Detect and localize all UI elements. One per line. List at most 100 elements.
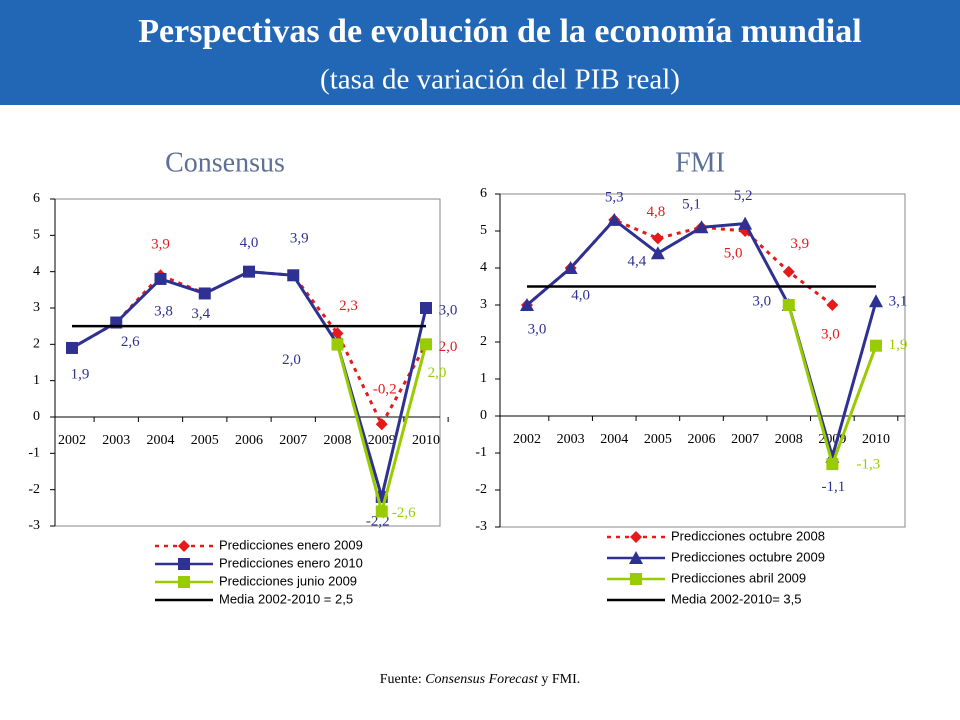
point [331,338,344,351]
legend-label: Predicciones enero 2009 [219,537,363,552]
point [154,272,167,285]
y-tick-label: -3 [475,519,487,534]
value-label: 5,2 [734,188,753,204]
point [869,294,883,308]
y-tick-label: -2 [28,482,40,497]
point [607,212,622,226]
value-label: 5,1 [682,197,701,213]
x-tick-label: 2002 [58,433,86,448]
value-label: -1,1 [822,479,846,495]
x-tick-label: 2003 [557,432,585,447]
y-tick-label: 0 [33,409,40,424]
subtitle: (tasa de variación del PIB real) [320,64,680,96]
legend-marker [178,540,190,552]
value-label: 3,9 [151,237,170,253]
y-tick-label: 1 [480,371,487,386]
value-label: 3,0 [528,321,547,337]
x-tick-label: 2002 [513,432,541,447]
source-italic: Consensus Forecast [425,672,539,687]
value-label: 3,4 [191,306,210,322]
source-prefix: Fuente: [380,672,422,687]
y-tick-label: 6 [33,191,40,206]
legend-marker [178,576,190,588]
value-label: 3,1 [889,294,908,310]
x-tick-label: 2004 [147,433,175,448]
x-tick-label: 2008 [775,432,803,447]
y-tick-label: 4 [33,264,40,279]
value-label: 4,0 [240,235,259,251]
source: Fuente: Consensus Forecast y FMI. [380,672,581,687]
x-tick-label: 2006 [235,433,263,448]
x-tick-label: 2005 [191,433,219,448]
y-tick-label: 2 [33,337,40,352]
value-label: -2,6 [392,505,416,521]
value-label: 3,9 [790,236,809,252]
value-label: 5,3 [605,189,624,205]
point [198,287,211,300]
point [375,418,388,431]
value-label: 2,6 [121,334,140,350]
x-tick-label: 2007 [731,432,759,447]
legend-marker [178,558,190,570]
legend-marker [630,573,642,585]
value-label: -1,3 [857,457,881,473]
legend-label: Predicciones octubre 2009 [671,549,825,564]
y-tick-label: -1 [28,446,40,461]
x-tick-label: 2008 [324,433,352,448]
value-label: 2,0 [439,339,458,355]
y-tick-label: 5 [33,228,40,243]
y-tick-label: 3 [33,300,40,315]
point [782,265,795,278]
point [520,298,534,311]
x-tick-label: 2009 [368,433,396,448]
value-label: 4,0 [571,287,590,303]
legend-marker [629,551,643,564]
value-label: 3,8 [154,303,173,319]
value-label: 3,0 [821,326,840,342]
title: Perspectivas de evolución de la economía… [138,13,861,50]
value-label: 3,0 [439,302,458,318]
x-tick-label: 2005 [644,432,672,447]
point [826,458,839,471]
point [287,269,300,282]
y-tick-label: 1 [33,373,40,388]
x-tick-label: 2010 [412,433,440,448]
source-suffix: y FMI. [541,672,580,687]
point [738,216,753,230]
y-tick-label: 3 [480,297,487,312]
legend-label: Predicciones abril 2009 [671,570,806,585]
y-tick-label: 5 [480,223,487,238]
point [420,338,432,351]
x-tick-label: 2007 [279,433,307,448]
legend-label: Predicciones enero 2010 [219,555,363,570]
y-tick-label: 0 [480,408,487,423]
value-label: 5,0 [724,245,743,261]
series-line [526,218,834,307]
value-label: 2,3 [339,298,358,314]
value-label: 3,0 [752,293,771,309]
legend-label: Media 2002-2010= 3,5 [671,591,801,606]
point [563,261,578,274]
value-label: 4,8 [647,204,666,220]
x-tick-label: 2003 [102,433,130,448]
chart-title: Consensus [165,147,285,178]
point [331,327,344,340]
y-tick-label: 4 [480,260,487,275]
point [243,265,255,278]
point [651,232,664,245]
legend-label: Media 2002-2010 = 2,5 [219,591,353,606]
y-tick-label: 6 [480,186,487,201]
point [650,246,665,260]
legend-label: Predicciones junio 2009 [219,573,357,588]
value-label: 1,9 [889,337,908,353]
point [66,341,78,354]
point [782,299,795,311]
point [694,220,709,234]
x-tick-label: 2006 [688,432,716,447]
value-label: 2,0 [282,352,301,368]
point [375,505,388,518]
y-tick-label: -2 [475,482,487,497]
x-tick-label: 2010 [862,432,890,447]
value-label: 2,0 [428,365,447,381]
